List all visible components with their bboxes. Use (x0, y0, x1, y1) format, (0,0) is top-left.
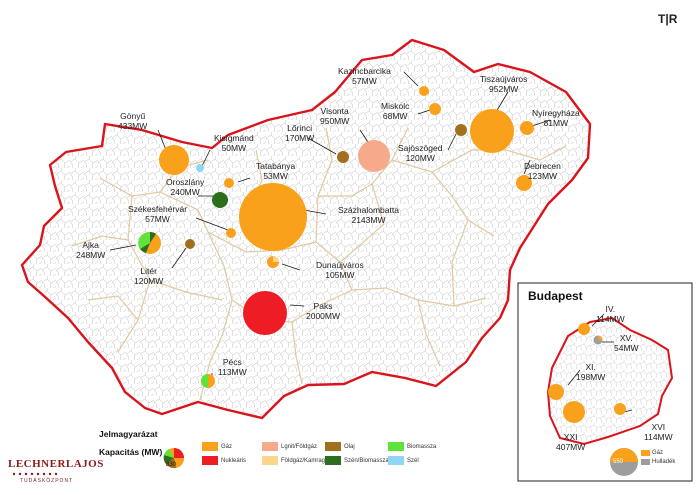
bp-legend-circle (610, 448, 638, 476)
bp-plant-xv-label: XV. 54MW (614, 333, 639, 353)
legend-capacity-label: Kapacitás (MW) (99, 447, 163, 457)
bp-plant-xxi-marker[interactable] (563, 401, 585, 423)
legend-title: Jelmagyarázat (99, 429, 158, 439)
legend-coalbio-label: Szén/Biomassza (344, 458, 389, 464)
plant-tatabanya-marker[interactable] (224, 178, 234, 188)
bp-legend-value: 550 (613, 459, 624, 465)
plant-szazhalombatta-label: Százhalombatta 2143MW (338, 205, 399, 225)
plant-dunaujvaros-marker[interactable] (267, 256, 279, 268)
plant-liter-marker[interactable] (185, 239, 195, 249)
plant-pecs-marker[interactable] (201, 374, 215, 388)
plant-oroszlany-marker[interactable] (212, 192, 228, 208)
county-borders (71, 127, 567, 401)
bp-plant-xi-label: XI. 198MW (576, 362, 606, 382)
plant-tiszaujvaros-label: Tiszaújváros 952MW (480, 74, 528, 94)
bp-legend-waste: Hulladék (652, 459, 676, 465)
plant-sajoszoged-label: Sajószöged 120MW (398, 143, 443, 163)
plant-debrecen-marker[interactable] (516, 175, 532, 191)
legend-gaswaste-label: Földgáz/Kamragáz (281, 458, 332, 464)
plant-kazincbarcika-label: Kazincbarcika 57MW (338, 66, 391, 86)
bp-legend-gas: Gáz (652, 450, 664, 456)
plant-miskolc-marker[interactable] (429, 103, 441, 115)
plant-gonyu-marker[interactable] (159, 145, 189, 175)
legend-wind-swatch (388, 456, 404, 465)
legend-oil-label: Olaj (344, 444, 355, 450)
legend-wind-label: Szél (407, 458, 419, 464)
legend-gas-swatch (202, 442, 218, 451)
leader-lines (109, 71, 633, 413)
bp-plant-xvi-marker[interactable] (614, 403, 626, 415)
legend-biomass-label: Biomassza (407, 444, 437, 450)
plant-kisigmand-marker[interactable] (196, 164, 204, 172)
legend-gaswaste-swatch (262, 456, 278, 465)
bp-plant-xi-marker[interactable] (548, 384, 564, 400)
legend-gas-label: Gáz (221, 444, 233, 450)
legend-oil-swatch (325, 442, 341, 451)
plant-tiszaujvaros-marker[interactable] (470, 109, 514, 153)
plant-gonyu-label: Gönyű 433MW (118, 111, 148, 131)
legend-coalbio-swatch (325, 456, 341, 465)
plant-dunaujvaros-label: Dunaújváros 105MW (316, 260, 364, 280)
budapest-border (546, 316, 674, 446)
bp-plant-iv-label: IV. 114MW (596, 304, 625, 324)
legend-lignite-label: Lgnit/Földgáz (281, 444, 318, 450)
plant-sajoszoged-marker[interactable] (455, 124, 467, 136)
plant-visonta-label: Visonta 950MW (320, 106, 350, 126)
plant-debrecen-label: Debrecen 123MW (524, 161, 561, 181)
org-logo-sub: TUDÁSKÖZPONT (20, 478, 74, 484)
legend-nuclear-label: Nukleáris (221, 458, 247, 464)
plant-szekesfehervar-label: Székesfehérvár 57MW (128, 204, 188, 224)
plant-kisigmand-label: Kisigmánd 50MW (214, 133, 254, 153)
plant-nyiregyhaza-marker[interactable] (520, 121, 534, 135)
plant-ajka-label: Ajka 248MW (76, 240, 106, 260)
legend-biomass-swatch (388, 442, 404, 451)
legend-lignite-swatch (262, 442, 278, 451)
legend-nuclear-swatch (202, 456, 218, 465)
plant-visonta-marker[interactable] (358, 140, 390, 172)
plant-ajka-marker[interactable] (138, 231, 161, 254)
bp-plant-xvi-label: XVI 114MW (644, 422, 673, 442)
budapest-title: Budapest (528, 289, 583, 303)
plant-paks-marker[interactable] (243, 291, 287, 335)
bp-plant-xxi-label: XXI 407MW (556, 432, 586, 452)
plant-lorinci-marker[interactable] (337, 151, 349, 163)
bp-plant-xv-marker[interactable] (593, 335, 603, 345)
corner-logo: T|R (658, 12, 678, 26)
plant-liter-label: Litér 120MW (134, 266, 164, 286)
plant-miskolc-label: Miskolc 68MW (381, 101, 410, 121)
plant-oroszlany-label: Oroszlány 240MW (166, 177, 205, 197)
plant-paks-label: Paks 2000MW (306, 301, 341, 321)
plant-szazhalombatta-marker[interactable] (239, 183, 307, 251)
plant-pecs-label: Pécs 113MW (218, 357, 247, 377)
legend-capacity-pie (163, 448, 185, 469)
logo-dots (12, 472, 58, 476)
plant-nyiregyhaza-label: Nyíregyháza 81MW (532, 108, 580, 128)
plant-tatabanya-label: Tatabánya 53MW (256, 161, 296, 181)
plant-lorinci-label: Lőrinci 170MW (285, 123, 315, 143)
plant-kazincbarcika-marker[interactable] (419, 86, 429, 96)
bp-plant-iv-marker[interactable] (578, 323, 590, 335)
plant-szekesfehervar-marker[interactable] (226, 228, 236, 238)
org-logo: LECHNERLAJOS (8, 458, 104, 470)
legend-capacity-value: 830 (166, 462, 177, 468)
